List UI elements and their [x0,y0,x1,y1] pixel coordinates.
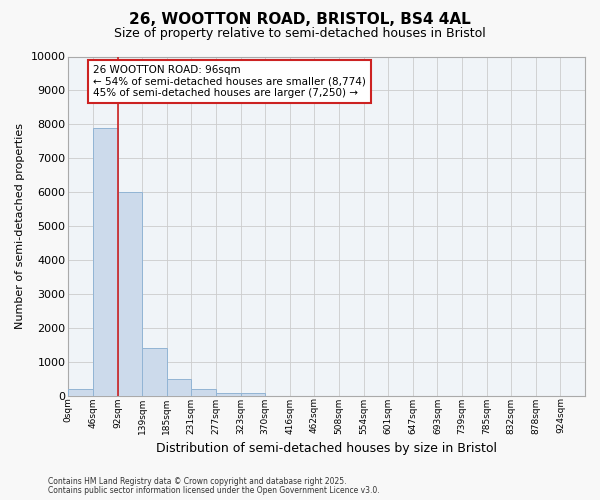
Bar [191,389,216,396]
Bar [118,192,142,396]
Bar [93,128,118,396]
Y-axis label: Number of semi-detached properties: Number of semi-detached properties [15,123,25,329]
Text: Contains public sector information licensed under the Open Government Licence v3: Contains public sector information licen… [48,486,380,495]
Text: 26, WOOTTON ROAD, BRISTOL, BS4 4AL: 26, WOOTTON ROAD, BRISTOL, BS4 4AL [129,12,471,28]
Text: 26 WOOTTON ROAD: 96sqm
← 54% of semi-detached houses are smaller (8,774)
45% of : 26 WOOTTON ROAD: 96sqm ← 54% of semi-det… [93,65,366,98]
Bar [142,348,167,396]
Bar [241,392,265,396]
Bar [68,389,93,396]
Text: Size of property relative to semi-detached houses in Bristol: Size of property relative to semi-detach… [114,28,486,40]
Bar [216,392,241,396]
X-axis label: Distribution of semi-detached houses by size in Bristol: Distribution of semi-detached houses by … [156,442,497,455]
Text: Contains HM Land Registry data © Crown copyright and database right 2025.: Contains HM Land Registry data © Crown c… [48,477,347,486]
Bar [167,379,191,396]
